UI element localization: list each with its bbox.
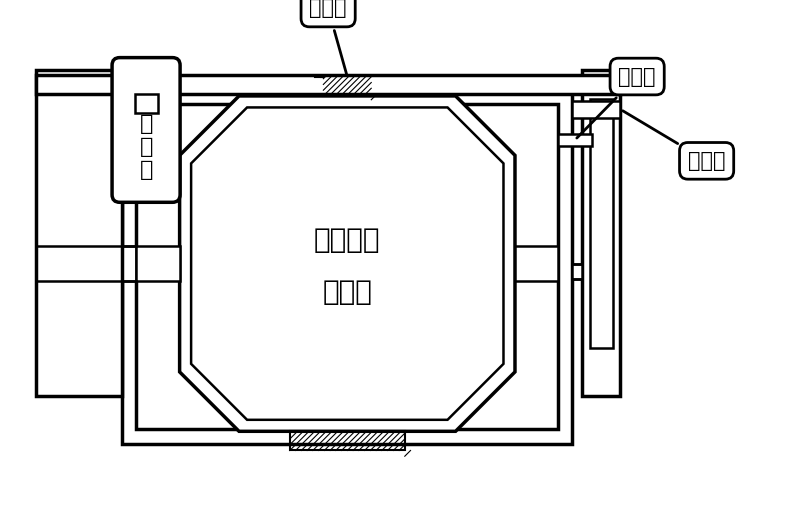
Bar [134,94,158,113]
Bar [515,246,558,281]
Text: 真　空: 真 空 [622,111,726,171]
Text: 蒸
汽
阀: 蒸 汽 阀 [139,113,153,180]
Bar [582,70,620,396]
Polygon shape [191,108,503,420]
Text: 旋转真空: 旋转真空 [314,226,381,254]
Text: 蒸　汽: 蒸 汽 [577,67,656,138]
Bar [122,89,573,444]
Bar [36,75,620,94]
Polygon shape [180,96,515,431]
Bar [573,101,620,118]
Bar [573,263,582,279]
Bar [122,246,137,281]
Bar [590,99,613,348]
Bar [36,70,122,396]
Text: 物料口: 物料口 [310,0,347,74]
Bar [323,77,371,96]
Bar [558,134,592,146]
Bar [290,431,405,450]
Text: 干燥器: 干燥器 [322,278,372,306]
Bar [137,103,558,429]
FancyBboxPatch shape [112,58,180,202]
Bar [137,246,180,281]
